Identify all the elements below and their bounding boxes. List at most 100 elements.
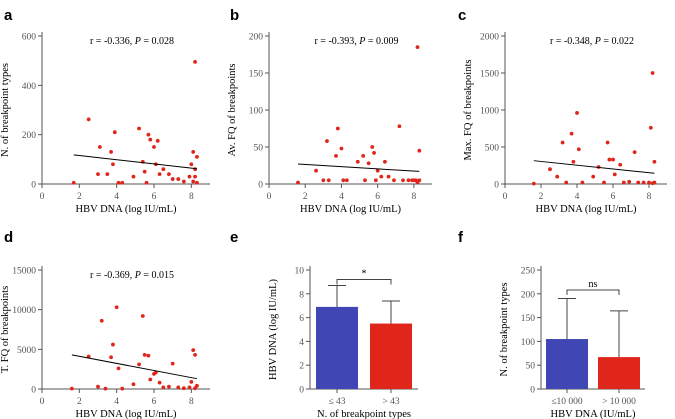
bar-1: [598, 357, 640, 389]
bar-0: [316, 306, 358, 389]
data-point: [361, 153, 366, 158]
regression-line: [73, 154, 197, 170]
y-tick-label: 250: [521, 267, 536, 277]
correlation-annotation: r = -0.348, P = 0.022: [550, 36, 634, 47]
panel-f: f 0 50 100 150 200 250 N. of breakpoint types HB…: [458, 229, 645, 419]
data-point: [650, 71, 655, 75]
data-point: [417, 148, 422, 153]
data-point: [140, 314, 145, 318]
correlation-annotation: r = -0.369, P = 0.015: [90, 270, 174, 281]
data-point: [176, 385, 181, 390]
data-point: [415, 45, 420, 49]
y-tick-label: 1000: [480, 107, 499, 117]
x-axis-title: HBV DNA (log IU/mL): [75, 409, 177, 419]
data-point: [170, 177, 175, 181]
data-point: [120, 386, 125, 391]
y-tick-label: 2000: [480, 33, 499, 43]
x-tick-label: 4: [114, 397, 119, 407]
data-point: [111, 162, 115, 167]
data-point: [131, 382, 136, 387]
x-axis-title: HBV DNA (log IU/mL): [75, 204, 177, 215]
x-axis-title: HBV DNA (log IU/mL): [535, 204, 637, 215]
x-tick-label: 8: [412, 192, 417, 202]
data-point: [641, 180, 646, 185]
y-tick-label: 400: [22, 82, 37, 92]
data-point: [176, 177, 181, 181]
data-point: [116, 366, 121, 371]
annotation-value: = 0.009: [365, 36, 398, 47]
annotation-p: P: [134, 270, 141, 281]
data-point: [363, 178, 367, 183]
y-tick-label: 2: [299, 362, 304, 372]
data-point: [335, 126, 340, 131]
data-point: [191, 150, 196, 154]
data-point: [569, 131, 574, 136]
data-point: [650, 181, 655, 186]
category-label: ≤ 43: [328, 397, 345, 407]
data-point: [157, 172, 162, 177]
data-point: [96, 172, 100, 177]
data-point: [575, 111, 579, 115]
data-point: [191, 348, 196, 353]
data-point: [97, 145, 102, 149]
data-point: [612, 172, 617, 177]
annotation-p: P: [358, 36, 365, 47]
data-point: [148, 137, 153, 142]
data-point: [120, 180, 125, 185]
data-point: [167, 384, 171, 389]
y-tick-label: 8: [299, 290, 304, 300]
x-tick-label: 4: [114, 192, 119, 202]
x-tick-label: 6: [375, 192, 380, 202]
data-point: [167, 172, 171, 177]
data-point: [109, 150, 113, 154]
bar-1: [370, 323, 412, 389]
x-tick-label: 6: [611, 192, 616, 202]
panel-label-e: e: [230, 229, 238, 246]
panel-label-f: f: [458, 229, 464, 246]
data-point: [652, 159, 657, 164]
data-point: [326, 178, 331, 183]
correlation-annotation: r = -0.336, P = 0.028: [90, 36, 174, 47]
data-point: [618, 162, 623, 167]
x-axis-title: N. of breakpoint types: [317, 409, 411, 419]
data-point: [142, 169, 147, 174]
x-tick-label: 0: [503, 192, 508, 202]
data-point: [189, 379, 194, 384]
y-tick-label: 500: [485, 144, 500, 154]
x-tick-label: 6: [152, 192, 157, 202]
significance-label: ns: [589, 279, 598, 290]
y-tick-label: 1500: [480, 70, 499, 80]
data-point: [321, 178, 326, 183]
y-tick-label: 10000: [12, 306, 36, 316]
data-point: [189, 162, 194, 167]
data-point: [193, 174, 197, 179]
annotation-value: = 0.022: [601, 36, 634, 47]
y-tick-label: 6: [299, 314, 304, 324]
data-point: [146, 353, 151, 358]
data-point: [383, 159, 387, 164]
data-point: [580, 180, 585, 185]
y-tick-label: 200: [521, 290, 536, 300]
data-point: [401, 178, 405, 183]
data-point: [111, 342, 115, 347]
data-point: [392, 178, 396, 183]
data-point: [373, 178, 378, 183]
data-point: [621, 180, 626, 185]
x-tick-label: 0: [40, 397, 45, 407]
panel-b: b 0 50 100 150 200 Av. FQ of breakpoints HBV DN…: [227, 7, 432, 215]
significance-bracket: [566, 289, 620, 295]
data-point: [632, 150, 637, 155]
data-point: [152, 145, 156, 149]
data-point: [187, 385, 192, 390]
y-tick-label: 10: [295, 267, 305, 277]
y-axis-title: HBV DNA (log IU/mL): [268, 278, 279, 380]
y-axis-title: N. of breakpoint types: [0, 63, 11, 157]
y-tick-label: 100: [521, 338, 536, 348]
y-tick-label: 5000: [17, 346, 36, 356]
data-point: [341, 178, 346, 183]
data-point: [627, 179, 632, 184]
x-tick-label: 8: [189, 192, 194, 202]
x-tick-label: 0: [40, 192, 45, 202]
data-point: [611, 157, 615, 162]
